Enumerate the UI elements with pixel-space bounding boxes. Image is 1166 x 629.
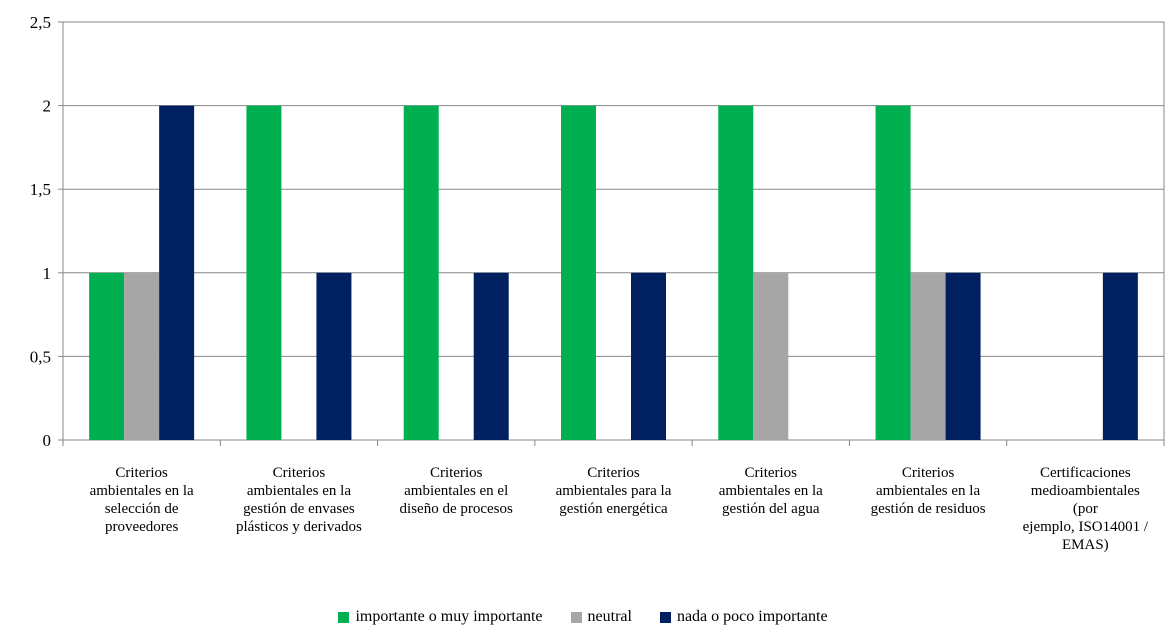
bar: [753, 272, 789, 440]
x-category-label: Criterios ambientales en el diseño de proc…: [381, 464, 531, 518]
bar: [718, 105, 754, 440]
y-tick-label: 1: [43, 264, 52, 283]
x-category-label-line: Criterios: [901, 465, 955, 481]
x-category-label-line: Certificaciones: [1039, 465, 1131, 481]
x-category-label-line: proveedores: [104, 519, 179, 535]
x-category-label-line: gestión de residuos: [870, 501, 986, 517]
bar: [910, 272, 946, 440]
x-category-label: Criterios ambientales en la gestión de res…: [853, 464, 1003, 518]
x-category-label-line: Criterios: [587, 465, 640, 481]
y-tick-label: 2,5: [30, 13, 51, 32]
x-category-label: Criterios ambientales en la selección de pr…: [67, 464, 217, 536]
x-category-label-line: Criterios: [115, 465, 168, 481]
bar: [875, 105, 911, 440]
x-category-label-line: (por: [1072, 501, 1098, 517]
x-category-label-line: medioambientales: [1030, 483, 1140, 499]
legend-swatch-neutral: [570, 611, 582, 623]
y-tick-label: 0,5: [30, 347, 51, 366]
bar: [945, 272, 981, 440]
bar-chart: 0 0,5 1 1,5 2 2,5: [30, 13, 1165, 450]
x-category-label-line: gestión de envases: [243, 501, 355, 517]
x-category-label-line: ambientales en el: [404, 483, 509, 499]
legend-item-unimportant: nada o poco importante: [659, 608, 828, 626]
bar: [246, 105, 282, 440]
x-category-label-line: ambientales en la: [718, 483, 823, 499]
x-category-label: Criterios ambientales para la gestión ener…: [539, 464, 689, 518]
bar: [159, 105, 195, 440]
legend-label-unimportant: nada o poco importante: [676, 608, 828, 625]
x-category-label-line: ambientales en la: [246, 483, 351, 499]
bar: [561, 105, 596, 440]
y-tick-label: 1,5: [30, 180, 51, 199]
legend-item-important: importante o muy importante: [338, 608, 543, 626]
legend-label-important: importante o muy importante: [355, 608, 543, 625]
legend-swatch-important: [338, 611, 350, 623]
y-tick-label: 0: [43, 431, 52, 450]
bar: [89, 272, 125, 440]
plot-area: [62, 21, 1165, 441]
bar: [473, 272, 509, 440]
x-category-label: Criterios ambientales en la gestión del ag…: [696, 464, 846, 518]
x-category-label-line: Criterios: [429, 465, 483, 481]
bar: [1102, 272, 1138, 440]
x-category-label-line: Criterios: [272, 465, 326, 481]
bar: [403, 105, 439, 440]
bar: [631, 272, 666, 440]
x-category-label-line: plásticos y derivados: [236, 519, 362, 535]
legend: importante o muy importante neutral nada…: [0, 606, 1166, 628]
x-category-label-line: ambientales para la: [555, 483, 672, 499]
bar: [124, 272, 160, 440]
legend-swatch-unimportant: [659, 611, 671, 623]
y-tick-label: 2: [43, 97, 52, 116]
x-category-label-line: Criterios: [744, 465, 798, 481]
x-category-label-line: diseño de procesos: [399, 501, 513, 517]
x-category-label: Criterios ambientales en la gestión de env…: [224, 464, 374, 536]
x-category-label-line: EMAS): [1062, 537, 1109, 553]
x-category-label-line: gestión del agua: [722, 501, 820, 517]
legend-item-neutral: neutral: [570, 608, 632, 626]
x-category-label-line: ambientales en la: [876, 483, 981, 499]
x-category-label: Certificaciones medioambientales (por ejemp…: [1010, 464, 1160, 554]
bar: [316, 272, 352, 440]
x-category-label-line: selección de: [104, 501, 179, 517]
x-category-label-line: ambientales en la: [89, 483, 194, 499]
legend-label-neutral: neutral: [587, 608, 632, 625]
x-category-label-line: ejemplo, ISO14001 /: [1022, 519, 1149, 535]
x-category-label-line: gestión energética: [559, 501, 668, 517]
